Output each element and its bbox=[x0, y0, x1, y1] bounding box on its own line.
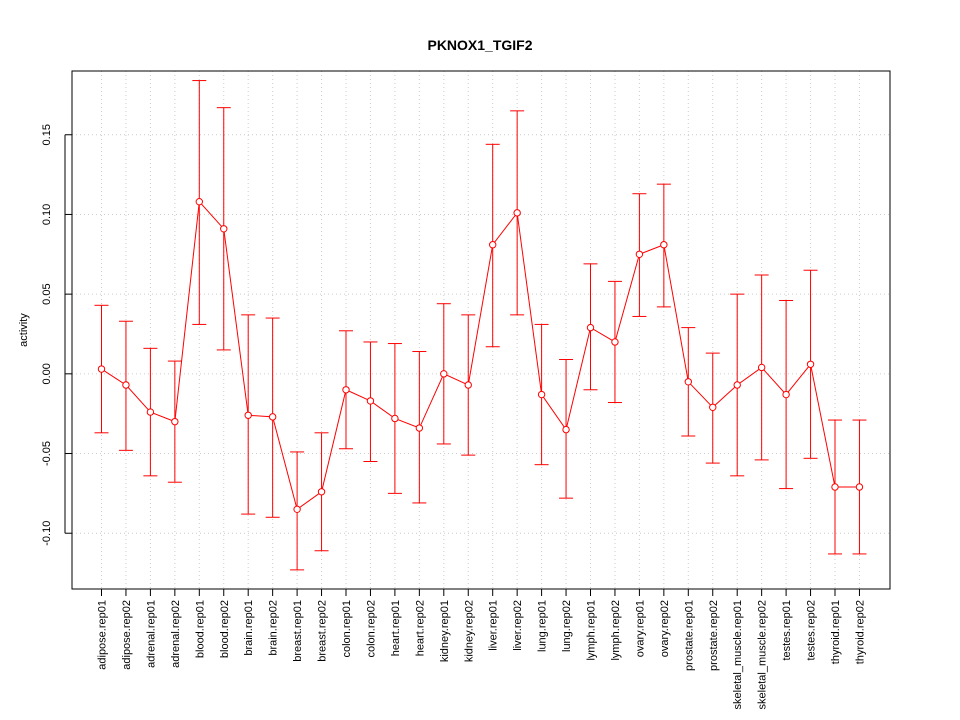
data-point bbox=[513, 209, 521, 217]
y-tick-label: 0.15 bbox=[41, 124, 53, 145]
data-point bbox=[195, 197, 204, 206]
data-point bbox=[489, 241, 497, 249]
data-point bbox=[562, 425, 570, 434]
x-tick-label: adipose.rep02 bbox=[121, 600, 133, 670]
x-tick-label: colon.rep01 bbox=[341, 600, 353, 658]
data-point bbox=[415, 424, 424, 432]
data-point bbox=[806, 360, 815, 368]
x-tick-label: lymph.rep01 bbox=[586, 600, 598, 661]
axes: -0.10 -0.05 0.00 0.05 0.10 0.15 adipose.rep01 a… bbox=[41, 124, 866, 709]
y-tick-label: 0.05 bbox=[41, 283, 53, 304]
x-tick-label: lung.rep01 bbox=[537, 600, 549, 652]
data-point bbox=[684, 378, 692, 386]
data-point bbox=[635, 250, 644, 258]
data-point bbox=[220, 225, 228, 233]
data-points bbox=[97, 197, 864, 514]
x-tick-label: kidney.rep01 bbox=[439, 600, 451, 662]
x-tick-label: heart.rep01 bbox=[390, 600, 402, 656]
data-point bbox=[366, 397, 375, 405]
data-point bbox=[342, 386, 350, 394]
data-point bbox=[293, 505, 301, 514]
x-tick-label: skeletal_muscle.rep01 bbox=[732, 600, 744, 709]
series-polyline bbox=[101, 200, 860, 511]
data-point bbox=[464, 381, 472, 389]
x-tick-label: lung.rep02 bbox=[561, 600, 573, 652]
x-tick-label: thyroid.rep02 bbox=[854, 600, 866, 664]
series-line bbox=[101, 200, 860, 511]
x-tick-label: colon.rep02 bbox=[365, 600, 377, 658]
x-tick-label: heart.rep02 bbox=[414, 600, 426, 656]
data-point bbox=[391, 414, 399, 423]
y-tick-label: -0.10 bbox=[41, 521, 53, 546]
x-tick-label: skeletal_muscle.rep02 bbox=[757, 600, 769, 709]
x-tick-label: brain.rep02 bbox=[268, 600, 280, 656]
data-point bbox=[586, 323, 595, 332]
x-tick-label: blood.rep01 bbox=[194, 600, 206, 658]
y-tick-label: -0.05 bbox=[41, 441, 53, 466]
data-point bbox=[440, 370, 448, 378]
data-point bbox=[831, 483, 839, 491]
data-point bbox=[660, 241, 668, 249]
x-tick-label: prostate.rep01 bbox=[683, 600, 695, 671]
data-point bbox=[146, 408, 155, 416]
data-point bbox=[317, 488, 326, 496]
x-tick-label: adipose.rep01 bbox=[97, 600, 109, 670]
error-bars bbox=[94, 80, 867, 571]
data-point bbox=[122, 381, 130, 389]
x-tick-label: thyroid.rep01 bbox=[830, 600, 842, 664]
data-point bbox=[733, 381, 741, 389]
x-tick-label: brain.rep01 bbox=[243, 600, 255, 656]
x-tick-label: ovary.rep01 bbox=[634, 600, 646, 657]
data-point bbox=[171, 417, 179, 426]
grid bbox=[72, 71, 890, 589]
y-axis-label: activity bbox=[18, 313, 30, 347]
data-point bbox=[855, 483, 864, 491]
data-point bbox=[757, 363, 766, 372]
x-tick-label: liver.rep02 bbox=[512, 600, 524, 651]
chart-title: PKNOX1_TGIF2 bbox=[427, 37, 532, 53]
data-point bbox=[709, 403, 717, 412]
data-point bbox=[268, 413, 277, 421]
plot-frame bbox=[71, 70, 891, 590]
y-tick-label: 0.10 bbox=[41, 204, 53, 225]
data-point bbox=[244, 411, 252, 419]
y-tick-label: 0.00 bbox=[41, 363, 53, 384]
data-point bbox=[611, 338, 619, 346]
x-tick-label: liver.rep01 bbox=[488, 600, 500, 651]
x-tick-label: blood.rep02 bbox=[219, 600, 231, 658]
x-tick-label: ovary.rep02 bbox=[659, 600, 671, 657]
data-point bbox=[97, 365, 106, 373]
x-tick-label: adrenal.rep02 bbox=[170, 600, 182, 668]
data-point bbox=[537, 390, 546, 399]
x-tick-label: breast.rep01 bbox=[292, 600, 304, 662]
x-tick-label: lymph.rep02 bbox=[610, 600, 622, 661]
x-tick-label: testes.rep02 bbox=[806, 600, 818, 661]
x-tick-label: adrenal.rep01 bbox=[145, 600, 157, 668]
x-tick-label: kidney.rep02 bbox=[463, 600, 475, 662]
data-point bbox=[782, 390, 790, 399]
x-tick-label: breast.rep02 bbox=[317, 600, 329, 662]
x-tick-label: testes.rep01 bbox=[781, 600, 793, 661]
x-tick-label: prostate.rep02 bbox=[708, 600, 720, 671]
